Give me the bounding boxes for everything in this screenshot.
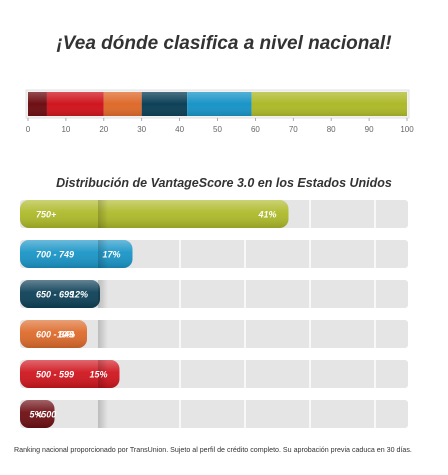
footnote: Ranking nacional proporcionado por Trans… [14, 446, 412, 454]
category-label: 750+ [36, 210, 57, 220]
category-label: <500 [36, 410, 56, 420]
scale-tick-label: 20 [99, 125, 108, 134]
category-label: 600 - 649 [36, 330, 74, 340]
bar-track [20, 280, 408, 308]
bar-divider-shade [98, 240, 108, 268]
scale-tick-label: 60 [251, 125, 260, 134]
value-label: 15% [89, 370, 107, 380]
category-label: 650 - 699 [36, 290, 74, 300]
bar-track [20, 320, 408, 348]
category-label: 700 - 749 [36, 250, 74, 260]
page-headline: ¡Vea dónde clasifica a nivel nacional! [56, 33, 392, 54]
distribution-bar-shine [20, 200, 289, 228]
bar-divider-shade [98, 280, 108, 308]
distribution-chart-title: Distribución de VantageScore 3.0 en los … [56, 176, 392, 190]
distribution-row: 750+ 41% [20, 200, 408, 228]
scale-tick-label: 100 [400, 125, 414, 134]
bar-track [20, 400, 408, 428]
distribution-bar-shine [20, 280, 100, 308]
distribution-bar-shine [20, 320, 87, 348]
distribution-row: 500 - 599 15% [20, 360, 408, 388]
bar-divider-shade [98, 200, 108, 228]
scale-tick-label: 80 [327, 125, 336, 134]
scale-tick-label: 10 [61, 125, 70, 134]
value-label: 5% [29, 410, 42, 420]
distribution-bar-shine [20, 360, 120, 388]
value-label: 17% [102, 250, 120, 260]
distribution-row: 700 - 749 17% [20, 240, 408, 268]
scale-tick-label: 70 [289, 125, 298, 134]
scale-tick-label: 40 [175, 125, 184, 134]
score-scale-chart: 0 10 20 30 40 50 60 70 80 90 100 [25, 89, 414, 134]
scale-tick-label: 0 [26, 125, 31, 134]
category-label: 500 - 599 [36, 370, 74, 380]
value-label: 10% [57, 330, 75, 340]
value-label: 41% [257, 210, 276, 220]
scale-shine [28, 92, 407, 116]
scale-tick-label: 30 [137, 125, 146, 134]
distribution-bar-shine [20, 400, 55, 428]
scale-tick-label: 90 [365, 125, 374, 134]
bar-divider-shade [98, 360, 108, 388]
value-label: 12% [70, 290, 88, 300]
bar-divider-shade [98, 320, 108, 348]
scale-tick-label: 50 [213, 125, 222, 134]
bar-divider-shade [98, 400, 108, 428]
